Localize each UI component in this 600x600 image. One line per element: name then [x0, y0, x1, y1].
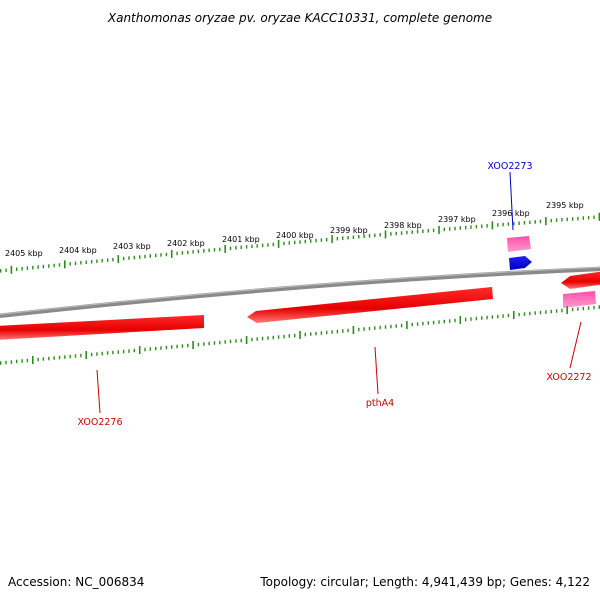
inner-scale-ticks	[0, 305, 600, 365]
feature-ptha4[interactable]	[247, 287, 493, 323]
feature-pink-lower[interactable]	[563, 291, 596, 308]
scale-label-2402: 2402 kbp	[167, 239, 205, 248]
leader-ptha4	[374, 346, 379, 395]
scale-label-2404: 2404 kbp	[59, 246, 97, 255]
genome-stats-text: Topology: circular; Length: 4,941,439 bp…	[259, 575, 590, 589]
scale-label-2405: 2405 kbp	[5, 249, 43, 258]
leader-xoo2276	[96, 369, 101, 414]
label-xoo2276[interactable]: XOO2276	[77, 417, 122, 428]
scale-label-2396: 2396 kbp	[492, 209, 530, 218]
leader-xoo2272	[569, 321, 582, 369]
scale-label-2398: 2398 kbp	[384, 221, 422, 230]
scale-label-2400: 2400 kbp	[276, 231, 314, 240]
scale-labels: 2405 kbp 2404 kbp 2403 kbp 2402 kbp 2401…	[5, 201, 584, 258]
accession-text: Accession: NC_006834	[8, 575, 144, 589]
label-ptha4[interactable]: pthA4	[366, 398, 394, 409]
label-xoo2272[interactable]: XOO2272	[546, 372, 591, 383]
scale-label-2399: 2399 kbp	[330, 226, 368, 235]
feature-xoo2276[interactable]	[0, 315, 204, 340]
scale-label-2401: 2401 kbp	[222, 235, 260, 244]
genome-backbone-highlight	[0, 266, 600, 315]
feature-pink-upper[interactable]	[507, 236, 531, 252]
scale-label-2403: 2403 kbp	[113, 242, 151, 251]
scale-label-2397: 2397 kbp	[438, 215, 476, 224]
outer-scale-ticks	[0, 212, 600, 274]
leader-xoo2273	[509, 171, 514, 231]
feature-xoo2272[interactable]	[561, 271, 600, 289]
label-xoo2273[interactable]: XOO2273	[487, 161, 532, 172]
feature-xoo2273[interactable]	[509, 256, 532, 270]
scale-label-2395: 2395 kbp	[546, 201, 584, 210]
genome-backbone	[0, 266, 600, 319]
map-title: Xanthomonas oryzae pv. oryzae KACC10331,…	[107, 11, 492, 25]
